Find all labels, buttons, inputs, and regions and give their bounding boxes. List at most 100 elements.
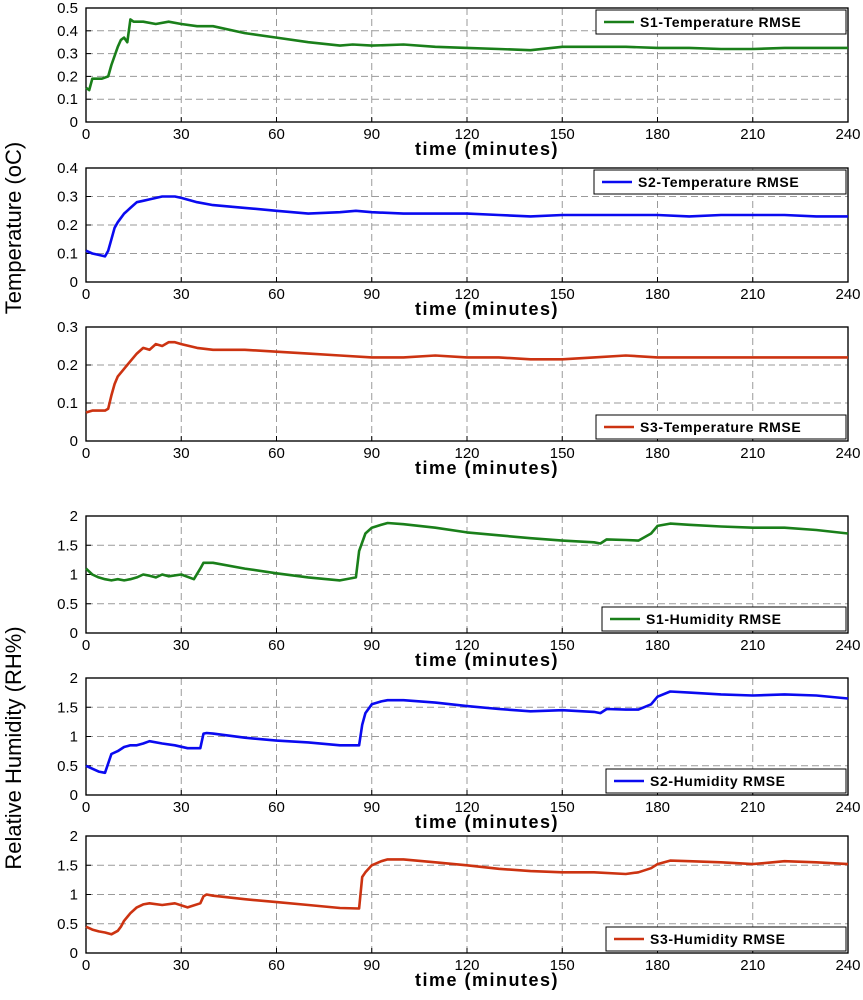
x-axis-label: time (minutes) (415, 458, 559, 478)
y-tick-label: 2 (70, 508, 78, 525)
plot-frame (85, 515, 849, 634)
x-axis-label: time (minutes) (415, 650, 559, 670)
y-tick-label: 0.5 (57, 758, 78, 775)
x-tick-label: 60 (268, 799, 285, 816)
humidity-y-label: Relative Humidity (RH%) (1, 626, 26, 869)
chart-panels: 0 30 60 90 120 150 180 210 24000.10.20.30.40.5ti… (57, 0, 860, 990)
y-tick-label: 1 (70, 567, 78, 584)
x-tick-label: 120 (454, 799, 479, 816)
plot-frame (85, 835, 849, 954)
y-tick-label: 2 (70, 828, 78, 845)
y-tick-label: 0.3 (57, 319, 78, 336)
x-tick-label: 120 (454, 445, 479, 462)
y-tick-label: 0.1 (57, 246, 78, 263)
series-line (85, 340, 848, 414)
legend-label: S1-Temperature RMSE (640, 14, 801, 30)
y-tick-label: 1.5 (57, 537, 78, 554)
legend-label: S2-Humidity RMSE (650, 773, 786, 789)
x-tick-label: 240 (835, 637, 860, 654)
x-tick-label: 240 (835, 957, 860, 974)
x-tick-label: 120 (454, 286, 479, 303)
x-tick-label: 240 (835, 799, 860, 816)
y-tick-label: 0 (70, 114, 78, 131)
x-tick-label: 90 (363, 445, 380, 462)
chart-panel-4: 0 30 60 90 120 150 180 210 240 0 0.5 1 1.5 2 time (min… (57, 508, 860, 670)
x-tick-label: 30 (173, 957, 190, 974)
y-tick-label: 0 (70, 945, 78, 962)
y-tick-label: 1 (70, 887, 78, 904)
x-tick-label: 60 (268, 637, 285, 654)
x-tick-label: 180 (645, 286, 670, 303)
x-tick-label: 30 (173, 126, 190, 143)
x-tick-label: 150 (550, 126, 575, 143)
y-tick-label: 0.3 (57, 46, 78, 63)
x-axis-label: time (minutes) (415, 812, 559, 832)
series-line (85, 521, 849, 582)
y-tick-label: 0.4 (57, 23, 78, 40)
x-tick-label: 150 (550, 637, 575, 654)
x-tick-label: 90 (363, 957, 380, 974)
x-tick-label: 30 (173, 286, 190, 303)
x-tick-label: 0 (82, 957, 90, 974)
legend-box (601, 606, 847, 632)
x-tick-label: 90 (363, 637, 380, 654)
x-tick-label: 30 (173, 445, 190, 462)
legend-label: S2-Temperature RMSE (638, 174, 799, 190)
legend-label: S1-Humidity RMSE (646, 611, 782, 627)
x-tick-label: 180 (645, 957, 670, 974)
chart-panel-6: 0 30 60 90 120 150 180 210 240 0 0.5 1 1.5 2 time (min… (57, 828, 860, 990)
y-tick-label: 0.1 (57, 91, 78, 108)
y-tick-label: 0 (70, 625, 78, 642)
series-line (85, 195, 848, 258)
x-tick-label: 150 (550, 957, 575, 974)
x-tick-label: 60 (268, 126, 285, 143)
x-axis-label: time (minutes) (415, 970, 559, 990)
chart-panel-3: 0 30 60 90 120 150 180 210 240 0 0.1 0.2 0.3 time (mi… (57, 319, 860, 478)
y-tick-label: 0.2 (57, 357, 78, 374)
x-tick-label: 180 (645, 445, 670, 462)
x-tick-label: 210 (740, 957, 765, 974)
legend-label: S3-Humidity RMSE (650, 931, 786, 947)
x-tick-label: 90 (363, 799, 380, 816)
legend-box (595, 9, 847, 35)
x-tick-label: 180 (645, 637, 670, 654)
legend-box (605, 768, 847, 794)
y-tick-label: 0.5 (57, 596, 78, 613)
legend-box (605, 926, 847, 952)
x-tick-label: 240 (835, 445, 860, 462)
chart-panel-2: 0 30 60 90 120 150 180 210 240 0 0.1 0.2 0.3 0.4 time … (57, 160, 860, 319)
plot-frame (85, 326, 849, 442)
x-tick-label: 120 (454, 957, 479, 974)
y-tick-label: 0.5 (57, 0, 78, 17)
y-tick-label: 0.3 (57, 189, 78, 206)
plot-frame (85, 7, 849, 123)
chart-panel-5: 0 30 60 90 120 150 180 210 240 0 0.5 1 1.5 2 time (min… (57, 670, 860, 832)
x-tick-label: 180 (645, 126, 670, 143)
x-tick-label: 90 (363, 286, 380, 303)
y-tick-label: 0.4 (57, 160, 78, 177)
x-axis-label: time (minutes) (415, 299, 559, 319)
chart-panel-1: 0 30 60 90 120 150 180 210 240 0 0.1 0.2 0.3 0.4 0.5 ti… (57, 0, 860, 159)
x-tick-label: 30 (173, 799, 190, 816)
x-tick-label: 150 (550, 445, 575, 462)
x-tick-label: 0 (82, 637, 90, 654)
series-line (85, 18, 848, 92)
legend-label: S3-Temperature RMSE (640, 419, 801, 435)
x-tick-label: 180 (645, 799, 670, 816)
y-tick-label: 0.2 (57, 217, 78, 234)
x-tick-label: 0 (82, 126, 90, 143)
x-tick-label: 120 (454, 126, 479, 143)
y-tick-label: 0 (70, 787, 78, 804)
x-tick-label: 240 (835, 286, 860, 303)
x-tick-label: 210 (740, 445, 765, 462)
plot-frame (85, 677, 849, 796)
y-tick-label: 1.5 (57, 699, 78, 716)
series-line (85, 858, 849, 936)
x-tick-label: 90 (363, 126, 380, 143)
y-tick-label: 2 (70, 670, 78, 687)
x-tick-label: 60 (268, 445, 285, 462)
temperature-y-label: Temperature (oC) (1, 142, 26, 314)
legend-box (595, 414, 847, 440)
legend-box (593, 169, 847, 195)
